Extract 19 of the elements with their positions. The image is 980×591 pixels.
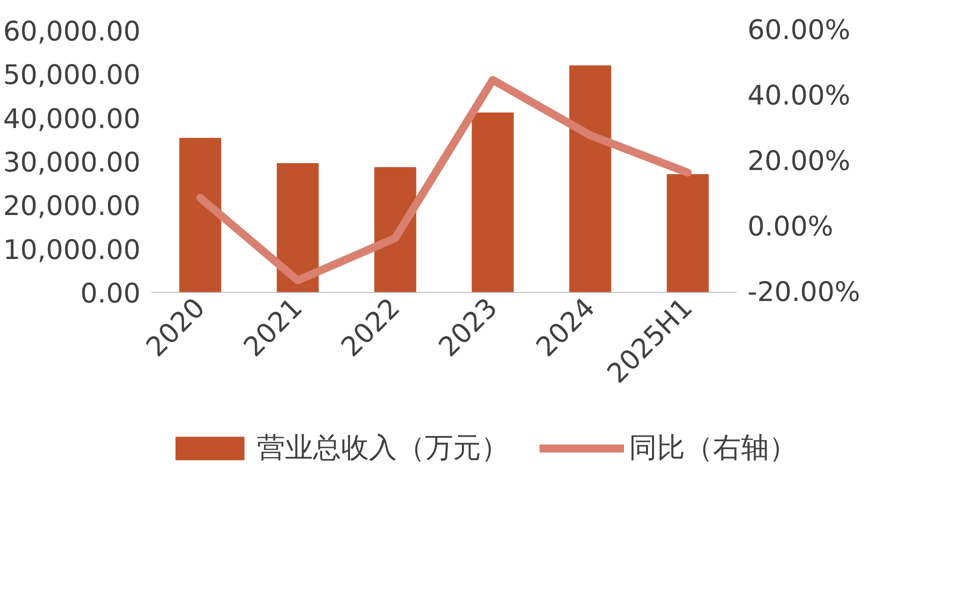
bar: [276, 163, 319, 292]
bar: [179, 138, 222, 292]
y2-tick-label: 20.00%: [748, 146, 850, 177]
y-tick-label: 60,000.00: [3, 16, 141, 48]
y-tick-label: 30,000.00: [3, 148, 141, 178]
bar: [666, 174, 709, 292]
bar: [472, 112, 514, 292]
y-tick-label: 10,000.00: [3, 234, 141, 266]
legend-label: 营业总收入（万元）: [257, 430, 509, 466]
y2-tick-label: 0.00%: [748, 212, 834, 242]
y-tick-label: 50,000.00: [3, 60, 141, 92]
y-tick-label: 20,000.00: [3, 191, 141, 222]
y-tick-label: 40,000.00: [3, 104, 141, 135]
y2-tick-label: 40.00%: [748, 80, 850, 112]
y2-tick-label: 60.00%: [748, 15, 850, 46]
y2-tick-label: -20.00%: [748, 277, 860, 308]
bar: [569, 65, 612, 292]
y-tick-label: 0.00: [80, 278, 141, 310]
legend-label: 同比（右轴）: [629, 430, 797, 466]
